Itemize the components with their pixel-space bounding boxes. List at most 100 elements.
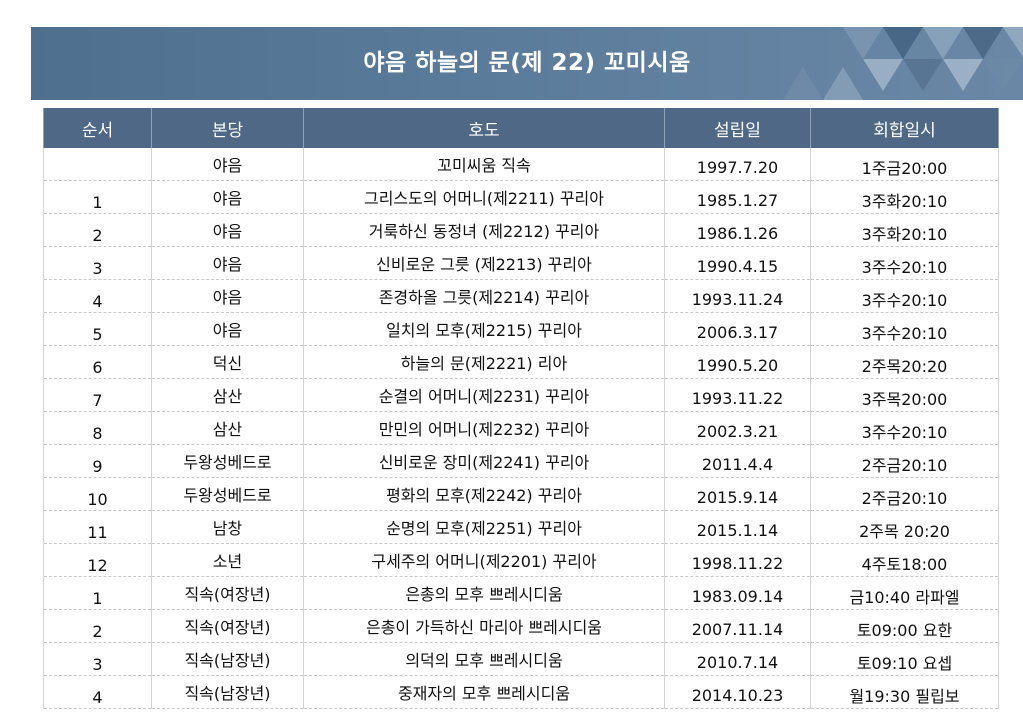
column-header-founded: 설립일: [664, 108, 811, 148]
founded-cell: 2010.7.14: [664, 642, 811, 676]
parish-cell: 야음: [151, 213, 304, 247]
table-row: 7 삼산 순결의 어머니(제2231) 꾸리아 1993.11.22 3주목20:00: [43, 378, 999, 412]
table-body: 야음 꼬미씨움 직속 1997.7.20 1주금20:00 1 야음 그리스도의 어머니(제…: [43, 148, 999, 709]
name-cell: 일치의 모후(제2215) 꾸리아: [303, 312, 665, 346]
meeting-cell: 2주목20:20: [810, 345, 999, 379]
founded-cell: 2015.9.14: [664, 477, 811, 511]
meeting-cell: 2주금20:10: [810, 477, 999, 511]
meeting-cell: 3주수20:10: [810, 246, 999, 280]
triangle-pattern-decoration: [783, 27, 1023, 100]
legion-table: 순서 본당 호도 설립일 회합일시 야음 꼬미씨움 직속 1997.7.20 1주금2…: [43, 108, 999, 709]
table-row: 8 삼산 만민의 어머니(제2232) 꾸리아 2002.3.21 3주수20:10: [43, 411, 999, 445]
parish-cell: 야음: [151, 148, 304, 181]
founded-cell: 2002.3.21: [664, 411, 811, 445]
table-row: 3 야음 신비로운 그릇 (제2213) 꾸리아 1990.4.15 3주수20:10: [43, 246, 999, 280]
name-cell: 순결의 어머니(제2231) 꾸리아: [303, 378, 665, 412]
name-cell: 구세주의 어머니(제2201) 꾸리아: [303, 543, 665, 577]
parish-cell: 야음: [151, 180, 304, 214]
meeting-cell: 4주토18:00: [810, 543, 999, 577]
name-cell: 존경하올 그릇(제2214) 꾸리아: [303, 279, 665, 313]
name-cell: 순명의 모후(제2251) 꾸리아: [303, 510, 665, 544]
meeting-cell: 3주목20:00: [810, 378, 999, 412]
column-header-parish: 본당: [151, 108, 304, 148]
name-cell: 은총이 가득하신 마리아 쁘레시디움: [303, 609, 665, 643]
meeting-cell: 금10:40 라파엘: [810, 576, 999, 610]
name-cell: 의덕의 모후 쁘레시디움: [303, 642, 665, 676]
order-cell: [43, 148, 152, 181]
founded-cell: 1990.5.20: [664, 345, 811, 379]
parish-cell: 야음: [151, 246, 304, 280]
order-cell: 2: [43, 213, 152, 247]
table-row: 10 두왕성베드로 평화의 모후(제2242) 꾸리아 2015.9.14 2주금20:…: [43, 477, 999, 511]
parish-cell: 두왕성베드로: [151, 444, 304, 478]
parish-cell: 소년: [151, 543, 304, 577]
column-header-meeting: 회합일시: [810, 108, 999, 148]
meeting-cell: 3주수20:10: [810, 312, 999, 346]
order-cell: 5: [43, 312, 152, 346]
order-cell: 9: [43, 444, 152, 478]
table-row: 6 덕신 하늘의 문(제2221) 리아 1990.5.20 2주목20:20: [43, 345, 999, 379]
title-banner: 야음 하늘의 문(제 22) 꼬미시움: [31, 27, 1023, 100]
name-cell: 만민의 어머니(제2232) 꾸리아: [303, 411, 665, 445]
order-cell: 10: [43, 477, 152, 511]
founded-cell: 2011.4.4: [664, 444, 811, 478]
parish-cell: 직속(여장년): [151, 576, 304, 610]
table-row: 11 남창 순명의 모후(제2251) 꾸리아 2015.1.14 2주목 20:20: [43, 510, 999, 544]
order-cell: 1: [43, 576, 152, 610]
table-row: 1 직속(여장년) 은총의 모후 쁘레시디움 1983.09.14 금10:40 라파엘: [43, 576, 999, 610]
meeting-cell: 2주금20:10: [810, 444, 999, 478]
order-cell: 3: [43, 642, 152, 676]
founded-cell: 1986.1.26: [664, 213, 811, 247]
page-title: 야음 하늘의 문(제 22) 꼬미시움: [363, 50, 691, 76]
order-cell: 4: [43, 279, 152, 313]
column-header-name: 호도: [303, 108, 665, 148]
parish-cell: 직속(남장년): [151, 642, 304, 676]
founded-cell: 1993.11.24: [664, 279, 811, 313]
meeting-cell: 월19:30 필립보: [810, 675, 999, 709]
name-cell: 거룩하신 동정녀 (제2212) 꾸리아: [303, 213, 665, 247]
order-cell: 1: [43, 180, 152, 214]
order-cell: 8: [43, 411, 152, 445]
founded-cell: 2015.1.14: [664, 510, 811, 544]
name-cell: 신비로운 그릇 (제2213) 꾸리아: [303, 246, 665, 280]
table-row: 12 소년 구세주의 어머니(제2201) 꾸리아 1998.11.22 4주토18:0…: [43, 543, 999, 577]
order-cell: 2: [43, 609, 152, 643]
parish-cell: 덕신: [151, 345, 304, 379]
founded-cell: 1993.11.22: [664, 378, 811, 412]
meeting-cell: 2주목 20:20: [810, 510, 999, 544]
parish-cell: 남창: [151, 510, 304, 544]
meeting-cell: 3주화20:10: [810, 180, 999, 214]
name-cell: 꼬미씨움 직속: [303, 148, 665, 181]
table-row: 4 야음 존경하올 그릇(제2214) 꾸리아 1993.11.24 3주수20:10: [43, 279, 999, 313]
name-cell: 중재자의 모후 쁘레시디움: [303, 675, 665, 709]
meeting-cell: 토09:00 요한: [810, 609, 999, 643]
order-cell: 4: [43, 675, 152, 709]
order-cell: 6: [43, 345, 152, 379]
meeting-cell: 1주금20:00: [810, 148, 999, 181]
name-cell: 평화의 모후(제2242) 꾸리아: [303, 477, 665, 511]
table-row: 3 직속(남장년) 의덕의 모후 쁘레시디움 2010.7.14 토09:10 요셉: [43, 642, 999, 676]
table-row: 5 야음 일치의 모후(제2215) 꾸리아 2006.3.17 3주수20:10: [43, 312, 999, 346]
meeting-cell: 3주수20:10: [810, 411, 999, 445]
order-cell: 7: [43, 378, 152, 412]
table-row: 야음 꼬미씨움 직속 1997.7.20 1주금20:00: [43, 148, 999, 181]
name-cell: 신비로운 장미(제2241) 꾸리아: [303, 444, 665, 478]
name-cell: 은총의 모후 쁘레시디움: [303, 576, 665, 610]
founded-cell: 2014.10.23: [664, 675, 811, 709]
meeting-cell: 3주화20:10: [810, 213, 999, 247]
founded-cell: 1997.7.20: [664, 148, 811, 181]
table-row: 2 직속(여장년) 은총이 가득하신 마리아 쁘레시디움 2007.11.14 토09:…: [43, 609, 999, 643]
order-cell: 3: [43, 246, 152, 280]
parish-cell: 직속(남장년): [151, 675, 304, 709]
founded-cell: 1990.4.15: [664, 246, 811, 280]
table-row: 2 야음 거룩하신 동정녀 (제2212) 꾸리아 1986.1.26 3주화20:10: [43, 213, 999, 247]
meeting-cell: 3주수20:10: [810, 279, 999, 313]
name-cell: 그리스도의 어머니(제2211) 꾸리아: [303, 180, 665, 214]
parish-cell: 두왕성베드로: [151, 477, 304, 511]
name-cell: 하늘의 문(제2221) 리아: [303, 345, 665, 379]
table-header-row: 순서 본당 호도 설립일 회합일시: [43, 108, 999, 148]
meeting-cell: 토09:10 요셉: [810, 642, 999, 676]
table-row: 9 두왕성베드로 신비로운 장미(제2241) 꾸리아 2011.4.4 2주금20:1…: [43, 444, 999, 478]
column-header-order: 순서: [43, 108, 152, 148]
parish-cell: 삼산: [151, 411, 304, 445]
